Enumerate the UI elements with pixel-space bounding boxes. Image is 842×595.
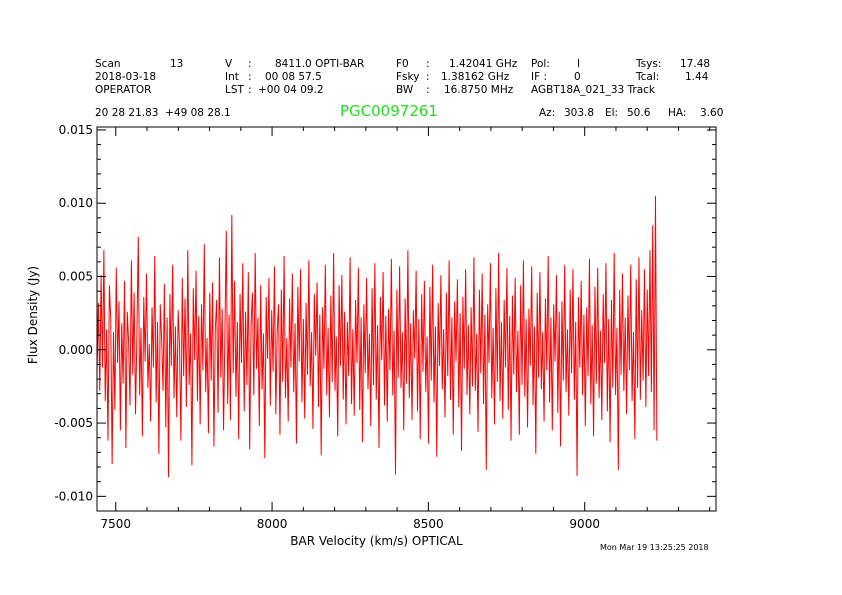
f0-label: F0 [396, 58, 409, 70]
spectrum-trace-group [96, 195, 658, 478]
y-tick-label: 0.000 [59, 343, 93, 357]
bw-sep: : [426, 84, 430, 96]
az-value: 303.8 [564, 107, 595, 119]
spectrum-trace-line [96, 195, 658, 478]
tcal-label: Tcal: [636, 71, 660, 83]
y-tick-label: 0.005 [59, 269, 93, 283]
y-tick-label: 0.015 [59, 123, 93, 137]
scan-date: 2018-03-18 [95, 71, 157, 83]
bw-value: 16.8750 MHz [444, 84, 514, 96]
x-tick-label: 8500 [413, 517, 444, 531]
if-label: IF : [531, 71, 548, 83]
lst-value: +00 04 09.2 [258, 84, 324, 96]
y-axis-label: Flux Density (Jy) [26, 266, 40, 364]
project-id: AGBT18A_021_33 Track [531, 84, 656, 96]
pol-label: Pol: [531, 58, 550, 70]
int-label: Int [225, 71, 239, 83]
el-value: 50.6 [627, 107, 651, 119]
x-tick-label: 7500 [100, 517, 131, 531]
if-value: 0 [574, 71, 581, 83]
object-name: PGC0097261 [340, 102, 438, 120]
x-tick-label: 9000 [569, 517, 600, 531]
v-value: 8411.0 OPTI-BAR [275, 58, 365, 70]
axis-tick-labels: 7500 8000 8500 9000 -0.010 -0.005 0.000 0.005 0.… [54, 123, 600, 531]
x-axis-label: BAR Velocity (km/s) OPTICAL [290, 534, 463, 548]
axis-ticks [97, 127, 716, 511]
ha-label: HA: [668, 107, 687, 119]
fsky-value: 1.38162 GHz [441, 71, 510, 83]
bw-label: BW [396, 84, 414, 96]
y-tick-label: -0.010 [54, 489, 93, 503]
operator: OPERATOR [95, 84, 152, 96]
plot-timestamp: Mon Mar 19 13:25:25 2018 [600, 543, 709, 552]
f0-sep: : [426, 58, 430, 70]
f0-value: 1.42041 GHz [449, 58, 518, 70]
fsky-sep: : [426, 71, 430, 83]
int-value: 00 08 57.5 [265, 71, 322, 83]
v-sep: : [248, 58, 252, 70]
scan-label: Scan [95, 58, 121, 70]
plot-frame [96, 126, 717, 512]
lst-sep: : [248, 84, 252, 96]
source-coordinates: 20 28 21.83 +49 08 28.1 [95, 107, 231, 119]
tsys-value: 17.48 [680, 58, 711, 70]
el-label: El: [605, 107, 619, 119]
y-tick-label: 0.010 [59, 196, 93, 210]
tcal-value: 1.44 [685, 71, 709, 83]
int-sep: : [248, 71, 252, 83]
y-tick-label: -0.005 [54, 416, 93, 430]
v-label: V [225, 58, 233, 70]
pol-value: I [577, 58, 581, 70]
scan-value: 13 [170, 58, 184, 70]
tsys-label: Tsys: [636, 58, 662, 70]
az-label: Az: [539, 107, 556, 119]
lst-label: LST [225, 84, 244, 96]
x-tick-label: 8000 [257, 517, 288, 531]
fsky-label: Fsky [396, 71, 420, 83]
ha-value: 3.60 [700, 107, 724, 119]
